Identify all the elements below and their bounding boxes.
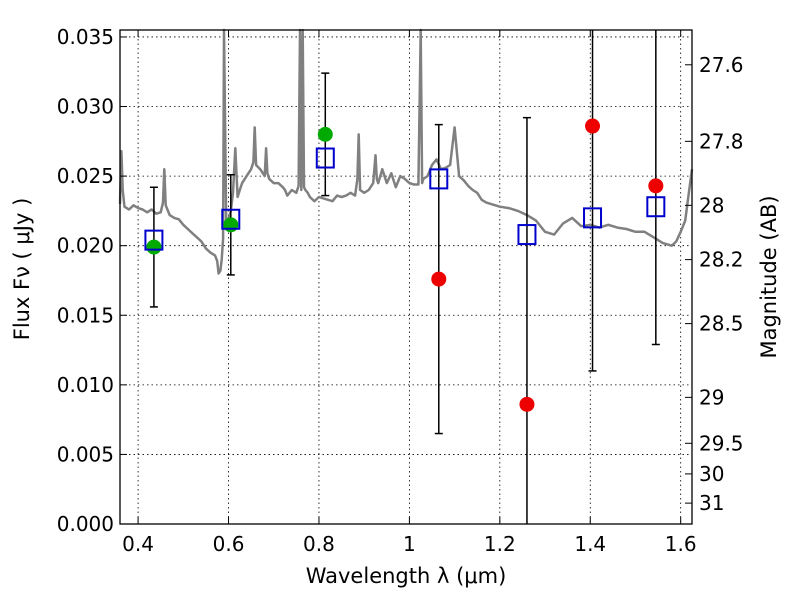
error-bars	[149, 30, 660, 524]
y-axis-label: Flux Fν ( μJy )	[10, 198, 34, 341]
axis-ticks	[120, 30, 692, 525]
observed-point-red	[648, 178, 664, 194]
observed-point-green	[146, 239, 162, 255]
x-tick-label: 1	[403, 532, 416, 556]
observed-point-red	[585, 118, 601, 134]
model-spectrum-line	[118, 28, 694, 275]
y-tick-label: 0.020	[57, 234, 114, 258]
y-tick-label: 0.000	[57, 512, 114, 536]
x-tick-label: 1.2	[484, 532, 516, 556]
x-tick-label: 0.4	[122, 532, 154, 556]
observed-point-red	[519, 396, 535, 412]
spectrum-layer	[118, 28, 694, 275]
plot-frame	[119, 29, 693, 525]
mag-tick-label: 28.2	[699, 248, 744, 272]
mag-tick-label: 31	[699, 491, 724, 515]
y2-axis-label: Magnitude (AB)	[757, 195, 781, 358]
y-tick-label: 0.005	[57, 442, 114, 466]
y-tick-label: 0.030	[57, 95, 114, 119]
mag-tick-label: 29	[699, 385, 724, 409]
data-points	[144, 118, 666, 412]
x-axis-label: Wavelength λ (μm)	[306, 564, 507, 588]
mag-tick-label: 27.8	[699, 129, 744, 153]
y-tick-label: 0.015	[57, 303, 114, 327]
x-tick-label: 0.6	[213, 532, 245, 556]
model-photometry-square	[583, 207, 603, 229]
mag-tick-label: 28	[699, 193, 724, 217]
grid-lines	[120, 30, 692, 525]
y-tick-label: 0.025	[57, 164, 114, 188]
mag-tick-label: 29.5	[699, 431, 744, 455]
mag-tick-label: 30	[699, 462, 724, 486]
x-tick-label: 1.4	[574, 532, 606, 556]
mag-tick-label: 28.5	[699, 312, 744, 336]
model-photometry-square	[429, 168, 449, 190]
observed-point-red	[431, 271, 447, 287]
x-tick-label: 1.6	[665, 532, 697, 556]
model-photometry-square	[144, 229, 164, 251]
y-tick-label: 0.035	[57, 25, 114, 49]
model-photometry-square	[517, 224, 537, 246]
tick-labels: 0.4 0.6 0.8 1 1.2 1.4 1.6 0.000 0.005 0.010 0.015 0…	[57, 25, 744, 556]
observed-point-green	[317, 126, 333, 142]
observed-point-green	[223, 217, 239, 233]
model-photometry-square	[221, 208, 241, 230]
x-tick-label: 0.8	[303, 532, 335, 556]
mag-tick-label: 27.6	[699, 53, 744, 77]
y-tick-label: 0.010	[57, 373, 114, 397]
model-photometry-square	[646, 196, 666, 218]
model-photometry-square	[315, 147, 335, 169]
